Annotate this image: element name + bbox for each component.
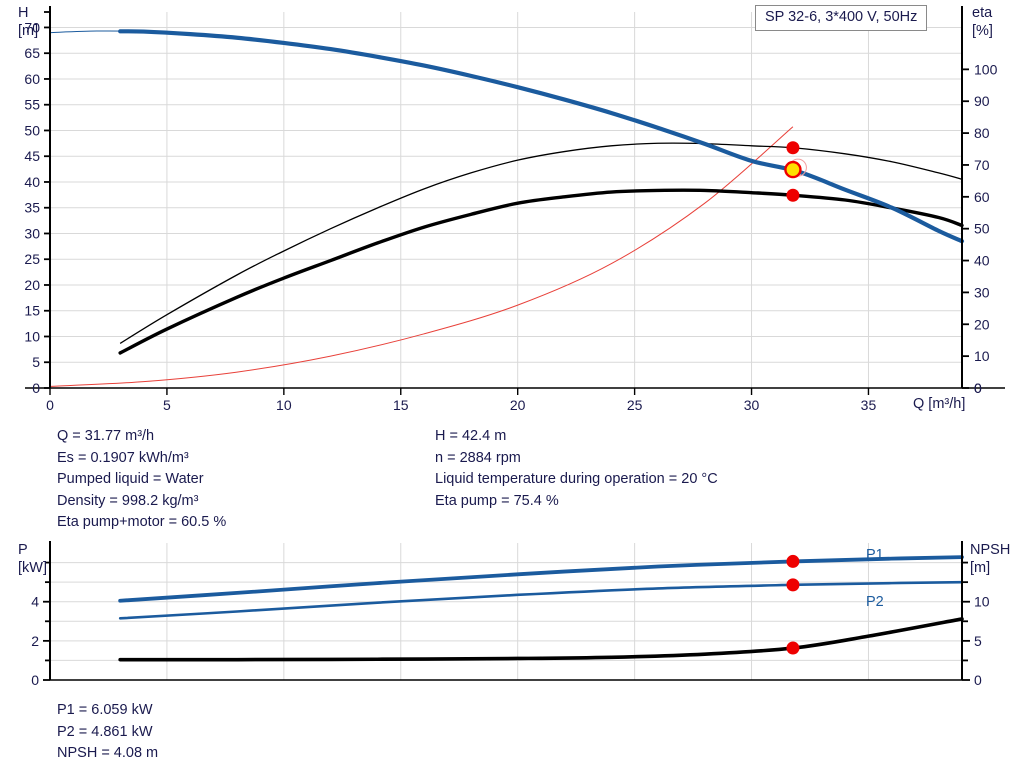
tick-label-x: 20	[510, 397, 526, 413]
tick-label-x: 10	[276, 397, 292, 413]
tick-label-y-left-bottom: 4	[31, 594, 39, 610]
tick-label-x: 25	[627, 397, 643, 413]
main-y-right-axis-label-line1: eta	[972, 5, 993, 21]
main-y-right-axis-label-line2: [%]	[972, 23, 993, 39]
tick-label-y-left: 55	[24, 97, 40, 113]
tick-label-y-left: 45	[24, 148, 40, 164]
info-left-eta-pump-motor: Eta pump+motor = 60.5 %	[57, 514, 227, 530]
main-y-right-axis-label: eta [%]	[972, 4, 993, 40]
tick-label-y-right: 50	[974, 221, 990, 237]
tick-label-y-left: 35	[24, 200, 40, 216]
info-right-h: H = 42.4 m	[435, 428, 507, 444]
info-right-liquid-temperature: Liquid temperature during operation = 20…	[435, 471, 718, 487]
tick-label-y-right-bottom: 5	[974, 633, 982, 649]
bottom-chart-group: 0 2 4 0 5 10	[31, 541, 990, 688]
info-bottom-p1: P1 = 6.059 kW	[57, 702, 153, 718]
duty-marker-p1	[786, 554, 800, 568]
power-npsh-chart: 0 2 4 0 5 10	[31, 541, 990, 688]
duty-info-left: Q = 31.77 m³/h Es = 0.1907 kWh/m³ Pumped…	[57, 426, 226, 534]
npsh-curve-bottom	[118, 617, 964, 662]
tick-label-y-left: 10	[24, 328, 40, 344]
eta-pump-motor-curve	[118, 188, 964, 355]
tick-label-x: 0	[46, 397, 54, 413]
tick-label-y-right: 80	[974, 125, 990, 141]
duty-marker-npsh	[786, 641, 800, 655]
tick-label-x: 5	[163, 397, 171, 413]
tick-label-x: 30	[744, 397, 760, 413]
tick-label-y-left: 60	[24, 71, 40, 87]
tick-label-y-right: 100	[974, 61, 998, 77]
power-info-block: P1 = 6.059 kW P2 = 4.861 kW NPSH = 4.08 …	[57, 700, 158, 765]
pump-title-box: SP 32-6, 3*400 V, 50Hz	[755, 5, 928, 32]
main-y-left-axis-label-line2: [m]	[18, 23, 39, 39]
tick-label-y-left: 0	[32, 380, 40, 396]
tick-label-y-left: 50	[24, 122, 40, 138]
tick-label-y-right-zero: 0	[974, 380, 982, 396]
duty-marker-head	[784, 160, 802, 179]
tick-label-y-left: 30	[24, 225, 40, 241]
bottom-y-left-axis-label-line1: P	[18, 542, 28, 558]
tick-label-y-right: 60	[974, 189, 990, 205]
tick-label-y-left: 5	[32, 354, 40, 370]
tick-label-y-left: 65	[24, 45, 40, 61]
bottom-y-right-axis-label: NPSH [m]	[970, 541, 1010, 577]
tick-label-y-right-bottom: 0	[974, 672, 982, 688]
p2-curve	[118, 580, 964, 620]
tick-label-y-right: 70	[974, 157, 990, 173]
tick-label-y-right: 20	[974, 316, 990, 332]
tick-label-y-left: 25	[24, 251, 40, 267]
bottom-y-left-axis-label-line2: [kW]	[18, 560, 47, 576]
bottom-y-left-axis-label: P [kW]	[18, 541, 47, 577]
head-curve-thin	[49, 30, 963, 242]
main-chart-group: 0510152025303540455055606570010203040506…	[24, 6, 1005, 413]
duty-marker-eta-pump	[786, 141, 800, 155]
tick-label-y-left: 40	[24, 174, 40, 190]
tick-label-y-left: 15	[24, 303, 40, 319]
main-y-left-axis-label-line1: H	[18, 5, 29, 21]
bottom-y-right-axis-label-line1: NPSH	[970, 542, 1011, 558]
bottom-y-right-axis-label-line2: [m]	[970, 560, 991, 576]
tick-label-y-right: 0	[974, 380, 982, 396]
info-left-es: Es = 0.1907 kWh/m³	[57, 449, 189, 466]
info-bottom-npsh: NPSH = 4.08 m	[57, 745, 159, 761]
tick-label-y-left: 70	[24, 19, 40, 35]
info-left-pumped-liquid: Pumped liquid = Water	[57, 471, 204, 487]
tick-label-y-right: 40	[974, 253, 990, 269]
eta-pump-curve	[119, 142, 963, 344]
info-left-density: Density = 998.2 kg/m³	[57, 492, 199, 509]
tick-label-y-right-bottom: 10	[974, 594, 990, 610]
tick-label-x: 35	[861, 397, 877, 413]
info-bottom-p2: P2 = 4.861 kW	[57, 723, 153, 740]
p1-curve	[118, 555, 964, 603]
duty-marker-p2	[786, 578, 800, 592]
info-right-n: n = 2884 rpm	[435, 449, 521, 466]
npsh-curve-main	[49, 126, 794, 387]
main-x-axis-label: Q [m³/h]	[913, 396, 966, 412]
tick-label-y-left-bottom: 0	[31, 672, 39, 688]
curve-label-p1: P1	[866, 547, 884, 563]
info-right-eta-pump: Eta pump = 75.4 %	[435, 492, 559, 509]
main-performance-chart: 0510152025303540455055606570010203040506…	[24, 6, 1005, 413]
duty-info-right: H = 42.4 m n = 2884 rpm Liquid temperatu…	[435, 426, 718, 512]
tick-label-y-left-bottom: 2	[31, 633, 39, 649]
tick-label-y-left: 20	[24, 277, 40, 293]
tick-label-x: 15	[393, 397, 409, 413]
tick-label-y-right: 90	[974, 93, 990, 109]
tick-label-y-right: 30	[974, 284, 990, 300]
main-y-left-axis-label: H [m]	[18, 4, 38, 40]
curve-label-p2: P2	[866, 594, 884, 610]
tick-label-y-right: 10	[974, 348, 990, 364]
info-left-q: Q = 31.77 m³/h	[57, 428, 155, 444]
duty-marker-eta-pump-motor	[786, 188, 800, 202]
head-curve	[118, 29, 965, 244]
